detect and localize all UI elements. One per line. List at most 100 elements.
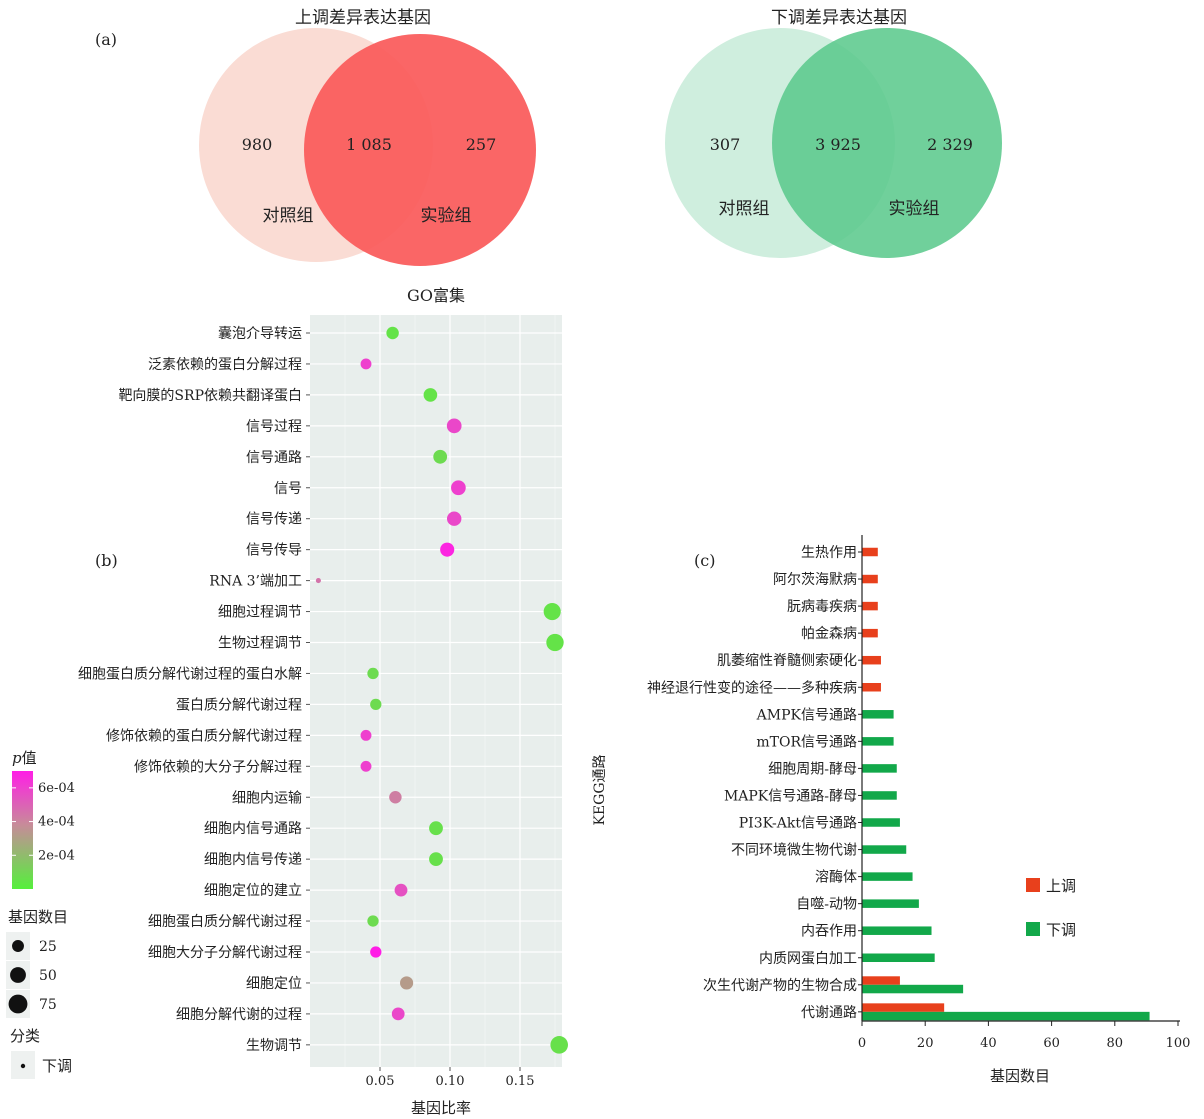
go-category-label: 信号 (274, 481, 302, 497)
panel-label-a: (a) (95, 30, 117, 49)
kegg-category-label: 内吞作用 (801, 924, 857, 940)
kegg-category-label: mTOR信号通路 (756, 734, 857, 750)
kegg-bar-down (862, 926, 932, 935)
go-point (367, 667, 379, 680)
size-legend-dot (12, 940, 24, 952)
kegg-category-label: MAPK信号通路-酵母 (724, 788, 857, 804)
go-point (394, 883, 408, 897)
kegg-bar-down (862, 764, 897, 773)
go-point (423, 388, 438, 402)
go-category-label: 信号传导 (246, 543, 302, 559)
go-point (546, 633, 564, 652)
kegg-bar-up (862, 655, 881, 665)
kegg-bar-up (862, 683, 881, 692)
kegg-bar-down (862, 984, 964, 994)
go-point (543, 602, 561, 621)
go-point (360, 760, 372, 772)
go-category-label: 蛋白质分解代谢过程 (176, 697, 302, 713)
go-point (360, 729, 372, 741)
kegg-category-label: 朊病毒疾病 (787, 599, 857, 615)
go-point (433, 449, 448, 464)
kegg-x-tick-label: 0 (858, 1036, 866, 1051)
go-x-tick-labels: 0.05 0.10 0.15 (366, 1067, 535, 1089)
go-point (451, 480, 466, 496)
p-colorbar-ticks: 6e-04 4e-04 2e-04 (12, 781, 75, 863)
go-point (370, 946, 382, 958)
venn-down-right-label: 实验组 (889, 199, 940, 219)
kegg-category-label: PI3K-Akt信号通路 (739, 816, 857, 832)
p-legend-title-suffix: 值 (22, 749, 37, 767)
go-x-tick-label: 0.05 (366, 1074, 395, 1089)
size-legend-dot (8, 994, 28, 1014)
shape-legend-title: 分类 (10, 1027, 40, 1045)
kegg-legend-label: 下调 (1046, 921, 1076, 939)
go-point (429, 821, 443, 836)
kegg-bar-down (862, 899, 919, 908)
kegg-category-label: 不同环境微生物代谢 (731, 843, 857, 859)
kegg-category-label: 代谢通路 (801, 1005, 857, 1021)
kegg-x-tick-label: 60 (1043, 1036, 1060, 1051)
go-category-label: 泛素依赖的蛋白分解过程 (148, 357, 302, 373)
go-point (391, 1007, 405, 1021)
go-point (446, 418, 462, 434)
kegg-category-label: 自噬-动物 (796, 897, 857, 913)
go-category-label: 细胞定位 (246, 976, 302, 992)
go-point (386, 326, 399, 340)
kegg-category-label: 内质网蛋白加工 (759, 951, 857, 967)
go-point (440, 542, 455, 557)
kegg-category-label: 阿尔茨海默病 (773, 572, 857, 588)
kegg-bar-down (862, 953, 935, 962)
kegg-legend-swatch (1026, 878, 1040, 892)
go-plot-panel (310, 315, 562, 1067)
go-x-tick-label: 0.10 (436, 1074, 465, 1089)
kegg-bar-down (862, 737, 894, 746)
venn-down-left-label: 对照组 (719, 199, 770, 219)
size-legend-dot (10, 967, 26, 983)
size-legend-label: 25 (39, 939, 57, 955)
panel-label-b: (b) (95, 551, 118, 570)
venn-down-title: 下调差异表达基因 (771, 8, 907, 28)
kegg-x-tick-label: 20 (917, 1036, 934, 1051)
go-category-label: 修饰依赖的大分子分解过程 (134, 759, 302, 775)
kegg-legend-label: 上调 (1046, 877, 1076, 895)
p-legend-title-italic: p (12, 749, 22, 767)
go-x-tick-label: 0.15 (506, 1074, 535, 1089)
go-category-label: 信号通路 (246, 450, 302, 466)
go-category-label: 细胞定位的建立 (204, 883, 302, 899)
size-legend-label: 75 (39, 997, 57, 1013)
go-grid (310, 315, 562, 1067)
venn-down-left-value: 307 (710, 135, 741, 154)
size-legend-label: 50 (39, 968, 57, 984)
go-point (446, 511, 462, 526)
go-category-label: RNA 3’端加工 (209, 574, 302, 590)
kegg-bar-up (862, 547, 878, 557)
go-x-axis-label: 基因比率 (411, 1099, 471, 1117)
size-legend-title: 基因数目 (8, 908, 68, 926)
go-category-label: 修饰依赖的蛋白质分解代谢过程 (106, 728, 302, 744)
kegg-bar-up (862, 574, 878, 584)
go-category-label: 细胞内运输 (232, 790, 302, 806)
kegg-category-label: 次生代谢产物的生物合成 (703, 978, 857, 994)
p-legend-title: p值 (12, 749, 37, 767)
kegg-bar-up (862, 976, 900, 985)
p-tick-label: 2e-04 (38, 848, 75, 863)
go-point (429, 852, 443, 867)
kegg-bar-down (862, 791, 897, 800)
kegg-category-label: 帕金森病 (801, 626, 857, 642)
go-point (367, 915, 379, 927)
go-point (315, 578, 321, 584)
go-category-label: 靶向膜的SRP依赖共翻译蛋白 (118, 388, 302, 404)
go-category-label: 细胞过程调节 (218, 605, 302, 621)
go-y-tick-labels: 囊泡介导转运泛素依赖的蛋白分解过程靶向膜的SRP依赖共翻译蛋白信号过程信号通路信… (78, 325, 310, 1054)
venn-up: 上调差异表达基因 980 1 085 257 对照组 实验组 (199, 8, 536, 266)
venn-down-right-value: 2 329 (927, 135, 973, 154)
kegg-bar-up (862, 628, 878, 638)
kegg-bars (862, 547, 1150, 1021)
go-category-label: 细胞大分子分解代谢过程 (148, 945, 302, 961)
go-category-label: 信号传递 (246, 512, 302, 528)
kegg-bar-up (862, 1003, 945, 1012)
go-category-label: 细胞蛋白质分解代谢过程的蛋白水解 (78, 666, 302, 682)
kegg-category-label: 神经退行性变的途径——多种疾病 (647, 679, 857, 696)
